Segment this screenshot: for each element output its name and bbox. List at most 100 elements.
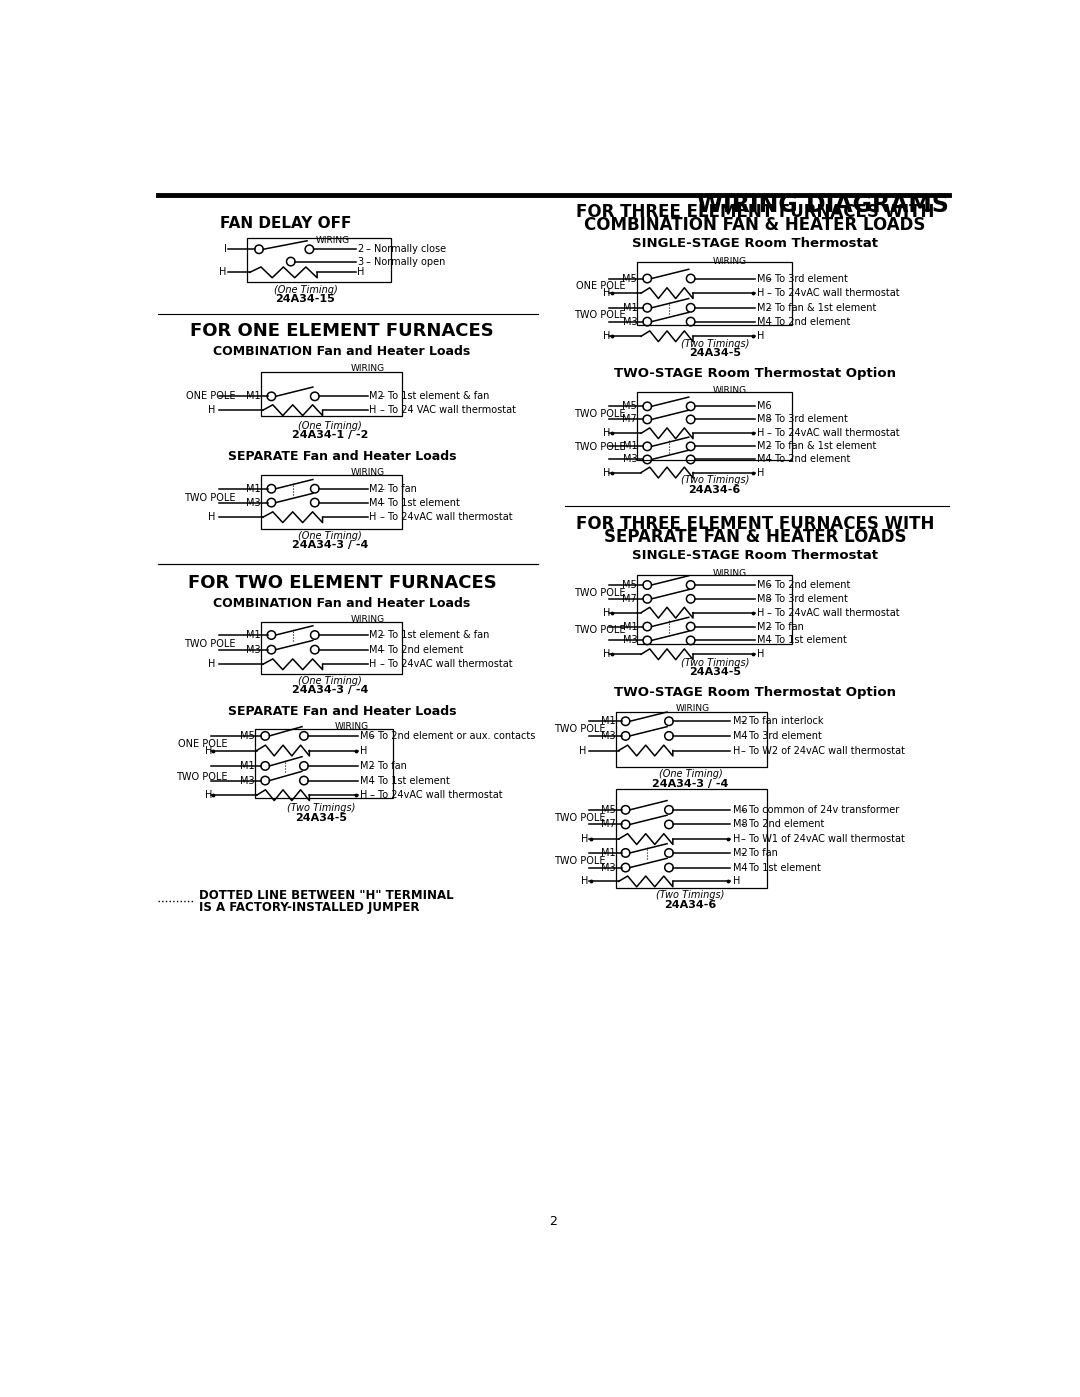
Text: M3: M3 [600, 731, 616, 740]
Text: – Normally open: – Normally open [366, 257, 445, 267]
Text: M1: M1 [622, 622, 637, 631]
Text: – To fan: – To fan [369, 761, 407, 771]
Text: M4: M4 [732, 862, 747, 873]
Text: M1: M1 [622, 441, 637, 451]
Text: FOR THREE ELEMENT FURNACES WITH: FOR THREE ELEMENT FURNACES WITH [576, 203, 934, 221]
Text: 24A34-5: 24A34-5 [689, 348, 741, 358]
Text: TWO POLE: TWO POLE [185, 640, 235, 650]
Text: FOR THREE ELEMENT FURNACES WITH: FOR THREE ELEMENT FURNACES WITH [576, 515, 934, 534]
Text: M1: M1 [246, 391, 260, 401]
Text: TWO POLE: TWO POLE [176, 771, 228, 782]
Bar [637, 391, 793, 460]
Text: IS A FACTORY-INSTALLED JUMPER: IS A FACTORY-INSTALLED JUMPER [199, 901, 419, 914]
Text: H: H [603, 468, 610, 478]
Text: TWO-STAGE Room Thermostat Option: TWO-STAGE Room Thermostat Option [615, 686, 896, 698]
Text: TWO POLE: TWO POLE [554, 813, 606, 823]
Text: 2: 2 [550, 1215, 557, 1228]
Text: M2: M2 [732, 848, 747, 858]
Text: – To 24vAC wall thermostat: – To 24vAC wall thermostat [380, 659, 513, 669]
Text: M3: M3 [600, 862, 616, 873]
Text: 24A34-3 / -4: 24A34-3 / -4 [292, 686, 368, 696]
Text: – To 1st element & fan: – To 1st element & fan [380, 391, 489, 401]
Bar [261, 372, 403, 415]
Text: H: H [219, 267, 227, 278]
Text: M7: M7 [622, 415, 637, 425]
Text: TWO POLE: TWO POLE [554, 724, 606, 733]
Text: H: H [757, 608, 765, 617]
Text: (Two Timings): (Two Timings) [287, 803, 355, 813]
Text: (One Timing): (One Timing) [659, 770, 723, 780]
Text: – To 2nd element: – To 2nd element [741, 820, 824, 830]
Text: M5: M5 [240, 731, 255, 740]
Text: FOR ONE ELEMENT FURNACES: FOR ONE ELEMENT FURNACES [190, 321, 494, 339]
Text: M2: M2 [369, 483, 383, 493]
Text: COMBINATION FAN & HEATER LOADS: COMBINATION FAN & HEATER LOADS [584, 215, 926, 233]
Text: H: H [757, 468, 765, 478]
Bar [255, 729, 393, 798]
Bar [616, 789, 767, 887]
Text: – To 24vAC wall thermostat: – To 24vAC wall thermostat [767, 608, 900, 617]
Text: I: I [224, 244, 227, 254]
Text: – To 3rd element: – To 3rd element [767, 415, 848, 425]
Text: – To 1st element: – To 1st element [767, 636, 847, 645]
Text: H: H [757, 650, 765, 659]
Text: SEPARATE FAN & HEATER LOADS: SEPARATE FAN & HEATER LOADS [604, 528, 906, 546]
Text: M6: M6 [757, 580, 772, 590]
Text: M1: M1 [240, 761, 255, 771]
Text: – To 2nd element or aux. contacts: – To 2nd element or aux. contacts [369, 731, 536, 740]
Text: H: H [208, 513, 216, 522]
Text: H: H [732, 876, 740, 887]
Text: ONE POLE: ONE POLE [186, 391, 235, 401]
Text: H: H [357, 267, 365, 278]
Text: (One Timing): (One Timing) [298, 531, 362, 541]
Text: SINGLE-STAGE Room Thermostat: SINGLE-STAGE Room Thermostat [632, 549, 878, 562]
Bar [616, 712, 767, 767]
Text: M4: M4 [732, 731, 747, 740]
Text: – To 2nd element: – To 2nd element [767, 580, 850, 590]
Text: M4: M4 [369, 644, 383, 655]
Text: M8: M8 [757, 594, 772, 604]
Text: H: H [205, 791, 213, 800]
Text: – To 24vAC wall thermostat: – To 24vAC wall thermostat [369, 791, 502, 800]
Text: M2: M2 [369, 630, 383, 640]
Text: SEPARATE Fan and Heater Loads: SEPARATE Fan and Heater Loads [228, 450, 456, 462]
Text: 2: 2 [357, 244, 364, 254]
Text: 24A34-15: 24A34-15 [275, 295, 336, 305]
Text: H: H [757, 331, 765, 341]
Text: TWO POLE: TWO POLE [185, 493, 235, 503]
Text: – To W2 of 24vAC wall thermostat: – To W2 of 24vAC wall thermostat [741, 746, 905, 756]
Text: M6: M6 [757, 401, 772, 411]
Text: M7: M7 [600, 820, 616, 830]
Text: 24A34-3 / -4: 24A34-3 / -4 [292, 539, 368, 550]
Text: COMBINATION Fan and Heater Loads: COMBINATION Fan and Heater Loads [214, 345, 471, 358]
Text: M4: M4 [757, 454, 772, 464]
Text: TWO POLE: TWO POLE [575, 441, 625, 453]
Text: 24A34-1 / -2: 24A34-1 / -2 [292, 430, 368, 440]
Text: M3: M3 [622, 636, 637, 645]
Text: – Normally close: – Normally close [366, 244, 446, 254]
Text: TWO POLE: TWO POLE [575, 310, 625, 320]
Text: 24A34-3 / -4: 24A34-3 / -4 [652, 778, 729, 789]
Text: TWO POLE: TWO POLE [575, 409, 625, 419]
Text: M5: M5 [622, 580, 637, 590]
Text: H: H [369, 659, 377, 669]
Text: – To fan: – To fan [380, 483, 417, 493]
Text: H: H [579, 746, 586, 756]
Text: H: H [603, 429, 610, 439]
Text: WIRING: WIRING [676, 704, 710, 714]
Text: – To 2nd element: – To 2nd element [767, 317, 850, 327]
Text: H: H [205, 746, 213, 756]
Text: WIRING: WIRING [713, 387, 747, 395]
Text: FAN DELAY OFF: FAN DELAY OFF [220, 215, 352, 231]
Text: – To 3rd element: – To 3rd element [741, 731, 822, 740]
Text: WIRING: WIRING [713, 257, 747, 265]
Text: H: H [603, 650, 610, 659]
Text: H: H [369, 513, 377, 522]
Text: M1: M1 [622, 303, 637, 313]
Text: 24A34-5: 24A34-5 [689, 666, 741, 678]
Text: H: H [732, 834, 740, 844]
Text: H: H [603, 608, 610, 617]
Text: (One Timing): (One Timing) [273, 285, 337, 295]
Bar [247, 239, 391, 282]
Text: COMBINATION Fan and Heater Loads: COMBINATION Fan and Heater Loads [214, 597, 471, 610]
